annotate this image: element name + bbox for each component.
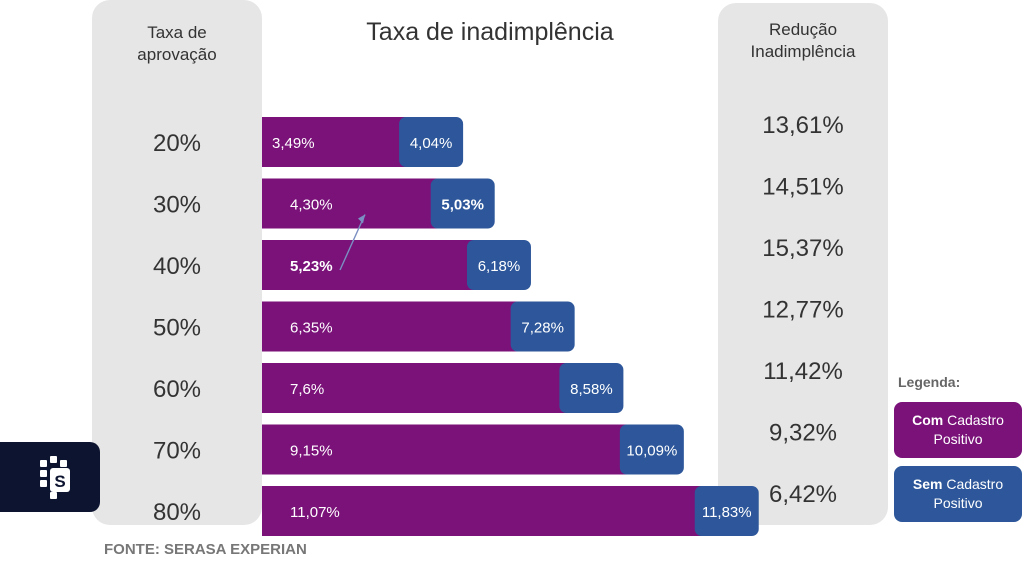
- legend-sem-strong: Sem: [912, 476, 943, 492]
- reduction-value-80%: 6,42%: [769, 481, 837, 508]
- legend-com-cadastro: Com Cadastro Positivo: [894, 402, 1022, 458]
- reduction-value-60%: 11,42%: [763, 358, 843, 385]
- label-com-80%: 11,07%: [290, 504, 340, 521]
- serasa-logo: S: [0, 442, 100, 512]
- reduction-value-20%: 13,61%: [762, 112, 843, 139]
- legend-sem-text: Cadastro Positivo: [933, 476, 1004, 511]
- label-com-40%: 5,23%: [290, 258, 333, 275]
- legend-sem-cadastro: Sem Cadastro Positivo: [894, 466, 1022, 522]
- reduction-value-70%: 9,32%: [769, 420, 837, 447]
- label-com-30%: 4,30%: [290, 197, 333, 214]
- approval-rate-80%: 80%: [153, 499, 201, 526]
- bar-com-60%: [262, 363, 568, 413]
- label-sem-60%: 8,58%: [570, 381, 613, 398]
- bar-com-70%: [262, 424, 628, 475]
- label-sem-20%: 4,04%: [410, 135, 453, 152]
- comparison-arrow: [339, 214, 366, 271]
- bar-com-30%: [262, 178, 439, 229]
- bar-sem-80%: [694, 486, 759, 536]
- bar-com-80%: [262, 486, 703, 536]
- label-com-60%: 7,6%: [290, 381, 324, 398]
- label-com-50%: 6,35%: [290, 320, 333, 337]
- label-com-70%: 9,15%: [290, 443, 333, 460]
- bar-com-20%: [262, 117, 408, 167]
- serasa-logo-icon: S: [40, 456, 70, 499]
- label-sem-80%: 11,83%: [702, 504, 752, 521]
- legend-com-strong: Com: [912, 412, 944, 428]
- label-sem-50%: 7,28%: [521, 320, 564, 337]
- bar-sem-60%: [559, 363, 624, 413]
- bar-com-40%: [262, 240, 475, 290]
- legend-com-text: Cadastro Positivo: [933, 412, 1004, 447]
- bar-sem-40%: [466, 240, 531, 290]
- reduction-header: Redução Inadimplência: [750, 20, 856, 61]
- approval-rate-70%: 70%: [153, 438, 201, 465]
- bar-sem-70%: [619, 424, 684, 475]
- approval-rate-header: Taxa de aprovação: [137, 23, 217, 64]
- bar-sem-20%: [399, 117, 464, 167]
- reduction-value-50%: 12,77%: [762, 297, 843, 324]
- chart-title: Taxa de inadimplência: [366, 18, 614, 46]
- label-sem-70%: 10,09%: [626, 443, 677, 460]
- approval-rate-60%: 60%: [153, 376, 201, 403]
- comparison-arrow-head: [358, 214, 365, 224]
- approval-rate-50%: 50%: [153, 315, 201, 342]
- svg-text:S: S: [54, 472, 65, 491]
- label-sem-30%: 5,03%: [441, 197, 484, 214]
- label-sem-40%: 6,18%: [478, 258, 521, 275]
- reduction-value-30%: 14,51%: [762, 174, 843, 201]
- source-note: FONTE: SERASA EXPERIAN: [104, 541, 307, 558]
- bar-com-50%: [262, 301, 519, 352]
- approval-rate-40%: 40%: [153, 253, 201, 280]
- reduction-panel: Redução Inadimplência: [718, 3, 888, 525]
- bar-sem-30%: [430, 178, 495, 229]
- legend-title: Legenda:: [898, 374, 961, 390]
- reduction-value-40%: 15,37%: [762, 235, 843, 262]
- approval-rate-30%: 30%: [153, 192, 201, 219]
- bar-sem-50%: [510, 301, 575, 352]
- approval-rate-20%: 20%: [153, 130, 201, 157]
- label-com-20%: 3,49%: [272, 135, 315, 152]
- approval-rate-panel: Taxa de aprovação: [92, 0, 262, 525]
